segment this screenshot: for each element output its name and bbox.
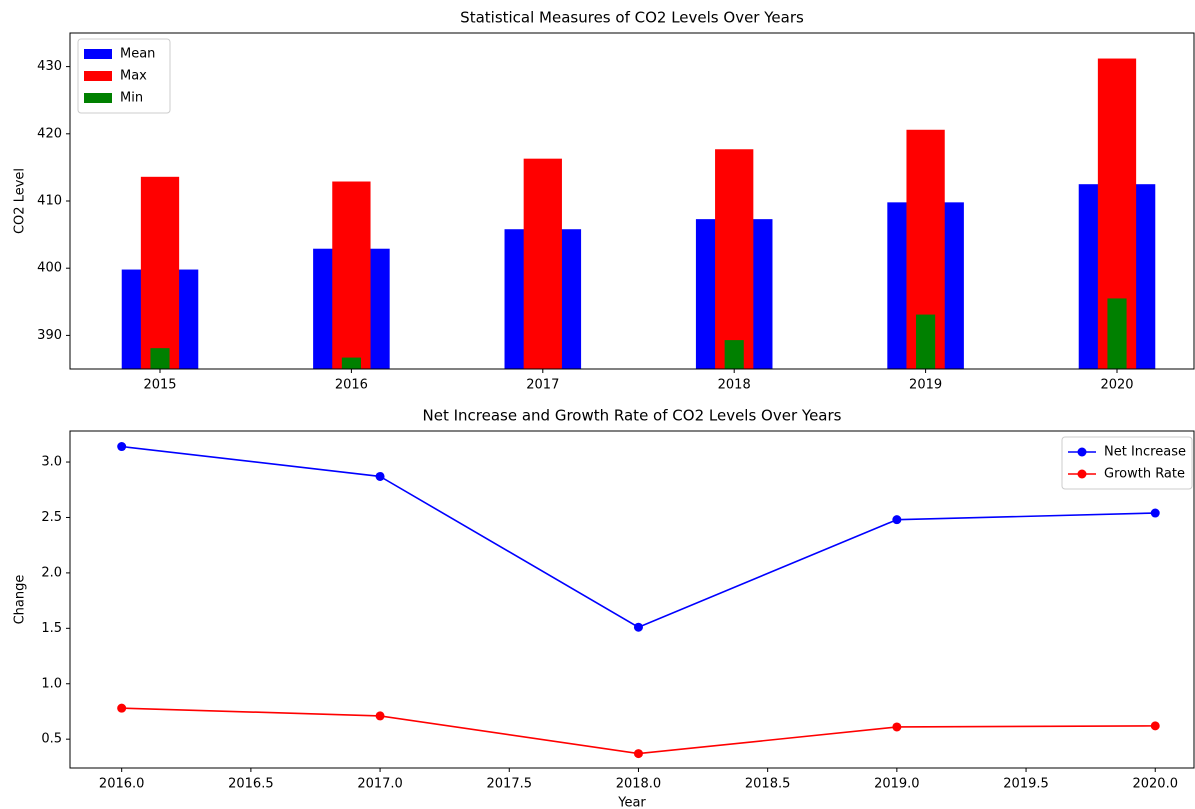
point	[375, 711, 385, 721]
line	[121, 445, 1156, 629]
legend-swatch	[84, 71, 112, 81]
point	[633, 622, 643, 632]
plot-area	[121, 58, 1156, 369]
x-tick-label: 2019.5	[1003, 777, 1049, 792]
legend-label: Net Increase	[1104, 445, 1186, 460]
point	[633, 749, 643, 759]
x-tick-label: 2017.0	[357, 777, 403, 792]
legend-swatch	[84, 49, 112, 59]
point	[892, 722, 902, 732]
point	[375, 471, 385, 481]
y-tick-label: 390	[37, 328, 62, 343]
bar	[715, 149, 754, 369]
x-tick-label: 2018.5	[745, 777, 791, 792]
legend-marker	[1077, 469, 1087, 479]
x-tick-label: 2016.5	[228, 777, 274, 792]
y-axis-label: CO2 Level	[13, 168, 28, 234]
y-tick-label: 2.0	[41, 565, 62, 580]
x-tick-label: 2019.0	[874, 777, 920, 792]
y-tick-label: 3.0	[41, 455, 62, 470]
legend-label: Max	[120, 69, 147, 84]
legend-label: Growth Rate	[1104, 467, 1185, 482]
x-tick-label: 2020	[1100, 378, 1133, 393]
legend-label: Min	[120, 91, 143, 106]
x-tick-label: 2019	[909, 378, 942, 393]
axes-frame	[69, 430, 1195, 769]
bar	[724, 340, 744, 369]
bar	[916, 314, 936, 369]
x-tick-label: 2016.0	[99, 777, 145, 792]
point	[1150, 721, 1160, 731]
x-tick-label: 2015	[143, 378, 176, 393]
bar	[332, 181, 371, 369]
point	[1150, 508, 1160, 518]
bar	[150, 348, 170, 369]
x-tick-label: 2018	[718, 378, 751, 393]
legend-marker	[1077, 447, 1087, 457]
x-tick-label: 2020.0	[1132, 777, 1178, 792]
y-tick-label: 1.5	[41, 621, 62, 636]
legend-box	[1061, 436, 1193, 490]
plot-area	[117, 442, 1160, 759]
bar	[523, 158, 562, 369]
point	[892, 515, 902, 525]
bar	[341, 357, 361, 369]
y-tick-label: 2.5	[41, 510, 62, 525]
bar	[1107, 298, 1127, 369]
x-tick-label: 2017	[526, 378, 559, 393]
y-axis-label: Change	[13, 575, 28, 625]
y-tick-label: 0.5	[41, 732, 62, 747]
x-tick-label: 2018.0	[616, 777, 662, 792]
x-axis-label: Year	[617, 796, 646, 809]
legend-label: Mean	[120, 47, 155, 62]
x-tick-label: 2017.5	[487, 777, 533, 792]
x-tick-label: 2016	[335, 378, 368, 393]
chart-title: Statistical Measures of CO2 Levels Over …	[460, 9, 804, 27]
y-tick-label: 400	[37, 261, 62, 276]
bar	[140, 176, 180, 369]
y-tick-label: 410	[37, 194, 62, 209]
legend-swatch	[84, 93, 112, 103]
y-tick-label: 1.0	[41, 676, 62, 691]
axes-frame	[69, 32, 1195, 370]
line	[121, 707, 1156, 755]
point	[117, 442, 127, 452]
point	[117, 703, 127, 713]
y-tick-label: 430	[37, 59, 62, 74]
y-tick-label: 420	[37, 126, 62, 141]
chart-title: Net Increase and Growth Rate of CO2 Leve…	[423, 407, 842, 425]
